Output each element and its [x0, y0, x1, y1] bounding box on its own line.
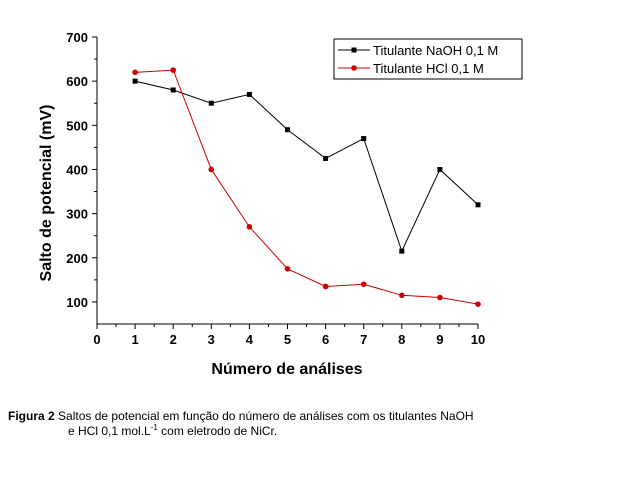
- x-tick-label: 5: [284, 332, 291, 347]
- data-point: [437, 166, 443, 172]
- y-tick-label: 200: [66, 251, 88, 266]
- x-tick-label: 3: [208, 332, 215, 347]
- y-tick-label: 700: [66, 30, 88, 45]
- axes: 100 200 300 400 500 600 700 0 1 2 3 4 5 6 7 8 9 10: [66, 30, 485, 347]
- y-tick-label: 400: [66, 162, 88, 177]
- data-point: [284, 266, 291, 272]
- legend-box: [333, 38, 523, 80]
- data-point: [475, 202, 481, 208]
- x-tick-label: 6: [322, 332, 329, 347]
- data-point: [360, 281, 367, 288]
- y-axis-title: Salto de potencial (mV): [38, 105, 55, 282]
- legend-marker: [351, 47, 357, 53]
- data-point: [170, 87, 176, 93]
- x-tick-label: 0: [93, 332, 100, 347]
- x-tick-label: 1: [131, 332, 138, 347]
- data-point: [208, 166, 215, 173]
- caption-text-2: e HCl 0,1 mol.L: [68, 424, 151, 438]
- series-line: [134, 80, 479, 253]
- data-point: [475, 301, 481, 307]
- data-point: [208, 100, 214, 106]
- y-tick-label: 300: [66, 207, 88, 222]
- legend-label: Titulante HCl 0,1 M: [373, 61, 484, 76]
- series-2: [132, 67, 481, 307]
- y-tick-label: 600: [66, 74, 88, 89]
- data-point: [246, 224, 253, 230]
- x-tick-label: 9: [436, 332, 443, 347]
- legend: Titulante NaOH 0,1 M Titulante HCl 0,1 M: [333, 38, 523, 80]
- x-tick-label: 7: [360, 332, 367, 347]
- data-point: [170, 67, 176, 73]
- x-tick-label: 2: [170, 332, 177, 347]
- data-point: [399, 292, 405, 299]
- x-tick-label: 10: [471, 332, 485, 347]
- data-point: [399, 248, 405, 254]
- x-tick-label: 4: [246, 332, 254, 347]
- x-tick-label: 8: [398, 332, 405, 347]
- legend-label: Titulante NaOH 0,1 M: [373, 43, 498, 58]
- y-tick-label: 500: [66, 118, 88, 133]
- series-line: [135, 69, 479, 305]
- chart: 100 200 300 400 500 600 700 0 1 2 3 4 5 6 7 8 9 10 Titula…: [38, 30, 523, 378]
- series-layer: [132, 67, 481, 307]
- caption-text-3: com eletrodo de NiCr.: [157, 424, 278, 438]
- x-axis-title: Número de análises: [211, 361, 362, 378]
- caption-line-2: e HCl 0,1 mol.L-1 com eletrodo de NiCr.: [8, 424, 628, 439]
- data-point: [246, 91, 252, 97]
- data-point: [323, 155, 329, 161]
- caption-text-1: Saltos de potencial em função do número …: [54, 409, 474, 423]
- caption-label: Figura 2: [8, 409, 55, 423]
- data-point: [361, 136, 367, 142]
- caption-line-1: Figura 2 Saltos de potencial em função d…: [8, 409, 628, 424]
- y-tick-label: 100: [66, 295, 88, 310]
- data-point: [285, 127, 290, 133]
- data-point: [132, 78, 138, 84]
- data-point: [132, 69, 138, 76]
- series-1: [132, 78, 481, 254]
- figure-caption: Figura 2 Saltos de potencial em função d…: [8, 409, 628, 439]
- data-point: [437, 294, 443, 301]
- caption-superscript: -1: [150, 423, 158, 432]
- legend-marker: [351, 65, 357, 71]
- data-point: [322, 283, 329, 290]
